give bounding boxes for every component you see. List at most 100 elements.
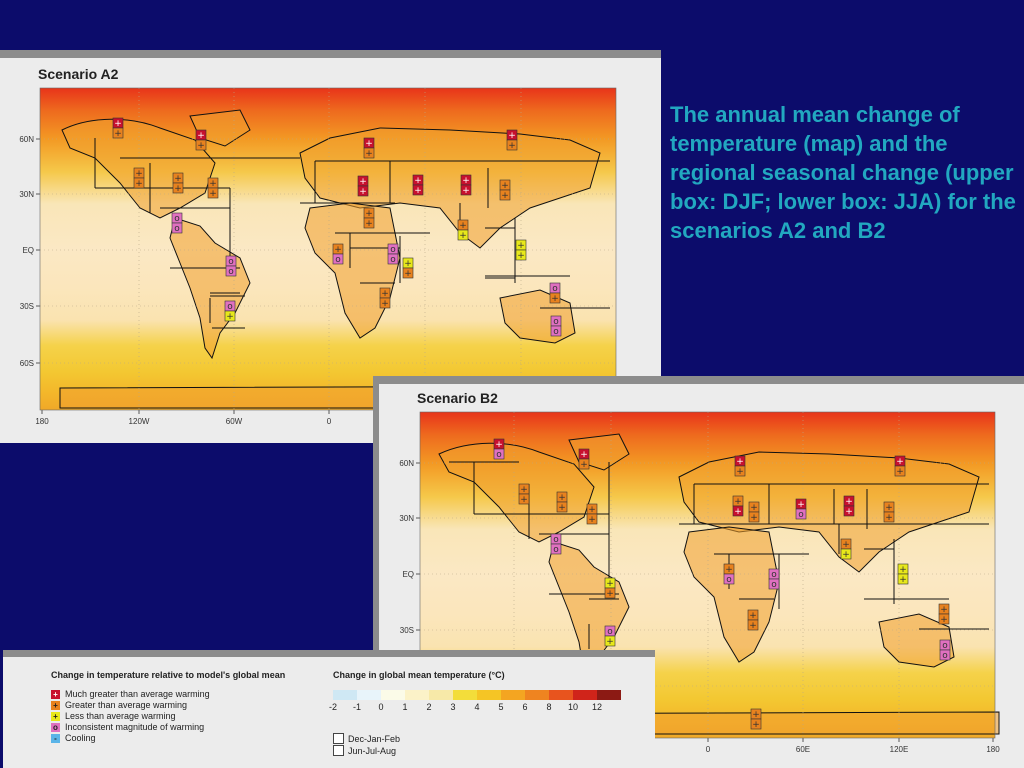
region-box-icon: oo xyxy=(550,315,562,337)
svg-text:+: + xyxy=(459,231,467,241)
colorbar-tick-label: -2 xyxy=(328,702,338,712)
svg-text:+: + xyxy=(114,119,122,129)
svg-text:+: + xyxy=(197,131,205,141)
legend-item-cooling: - Cooling xyxy=(51,733,96,743)
svg-text:o: o xyxy=(496,450,502,460)
svg-text:+: + xyxy=(365,139,373,149)
svg-text:+: + xyxy=(501,181,509,191)
region-box-icon: ++ xyxy=(840,538,852,560)
colorbar-tick-label: 0 xyxy=(378,702,384,712)
season-label: Dec-Jan-Feb xyxy=(348,733,401,744)
svg-text:+: + xyxy=(334,245,342,255)
colorbar-segment xyxy=(333,690,357,700)
colorbar-segment xyxy=(525,690,549,700)
colorbar-segment xyxy=(357,690,381,700)
svg-text:+: + xyxy=(459,221,467,231)
svg-text:o: o xyxy=(942,641,948,651)
region-box-icon: ++ xyxy=(747,609,759,631)
region-box-icon: ++ xyxy=(938,603,950,625)
colorbar-segment xyxy=(573,690,597,700)
latitude-label: 60N xyxy=(19,135,34,144)
svg-text:+: + xyxy=(359,177,367,187)
latitude-label: 30S xyxy=(20,302,34,311)
colorbar-segment xyxy=(477,690,501,700)
temperature-colorbar xyxy=(333,690,621,700)
much-greater-swatch: + xyxy=(51,689,60,699)
colorbar-tick-label: 6 xyxy=(522,702,528,712)
legend-label: Less than average warming xyxy=(65,711,176,721)
svg-text:o: o xyxy=(390,255,396,265)
svg-text:+: + xyxy=(551,294,559,304)
svg-text:+: + xyxy=(940,605,948,615)
legend-item-greater: + Greater than average warming xyxy=(51,700,187,710)
region-box-icon: ++ xyxy=(843,495,855,517)
svg-text:o: o xyxy=(552,284,558,294)
svg-text:+: + xyxy=(462,176,470,186)
svg-text:+: + xyxy=(580,450,588,460)
svg-text:o: o xyxy=(335,255,341,265)
region-box-icon: ++ xyxy=(499,179,511,201)
svg-text:+: + xyxy=(725,565,733,575)
legend-item-much-greater: + Much greater than average warming xyxy=(51,689,210,699)
region-box-icon: ++ xyxy=(460,174,472,196)
svg-text:+: + xyxy=(736,467,744,477)
svg-text:+: + xyxy=(885,513,893,523)
colorbar-segment xyxy=(381,690,405,700)
svg-text:o: o xyxy=(553,327,559,337)
region-box-icon: ++ xyxy=(379,287,391,309)
scenario-a2-title: Scenario A2 xyxy=(38,66,119,82)
svg-text:+: + xyxy=(588,515,596,525)
svg-text:o: o xyxy=(771,580,777,590)
longitude-label: 60W xyxy=(226,417,243,426)
svg-text:+: + xyxy=(501,191,509,201)
longitude-label: 0 xyxy=(706,745,711,754)
svg-text:+: + xyxy=(520,485,528,495)
legend-label: Much greater than average warming xyxy=(65,689,210,699)
jja-box-icon xyxy=(333,745,344,756)
svg-text:+: + xyxy=(750,513,758,523)
longitude-label: 180 xyxy=(35,417,49,426)
latitude-label: EQ xyxy=(22,246,34,255)
svg-text:+: + xyxy=(414,176,422,186)
colorbar-tick-label: 1 xyxy=(402,702,408,712)
latitude-label: 60S xyxy=(20,359,34,368)
svg-text:+: + xyxy=(896,457,904,467)
region-box-icon: ++ xyxy=(518,483,530,505)
regional-legend-title: Change in temperature relative to model'… xyxy=(51,670,286,680)
svg-text:+: + xyxy=(517,241,525,251)
region-box-icon: +o xyxy=(332,243,344,265)
colorbar-tick-label: 3 xyxy=(450,702,456,712)
svg-text:+: + xyxy=(899,565,907,575)
svg-text:+: + xyxy=(365,219,373,229)
svg-text:+: + xyxy=(517,251,525,261)
svg-text:+: + xyxy=(750,503,758,513)
region-box-icon: ++ xyxy=(133,167,145,189)
less-swatch: + xyxy=(51,711,60,721)
colorbar-tick-label: 12 xyxy=(591,702,603,712)
colorbar-segment xyxy=(597,690,621,700)
region-box-icon: oo xyxy=(939,639,951,661)
latitude-label: 30N xyxy=(399,514,414,523)
region-box-icon: ++ xyxy=(515,239,527,261)
svg-text:+: + xyxy=(414,186,422,196)
season-jja: Jun-Jul-Aug xyxy=(333,745,396,756)
svg-text:o: o xyxy=(726,575,732,585)
svg-text:+: + xyxy=(749,621,757,631)
svg-text:+: + xyxy=(226,312,234,322)
svg-text:+: + xyxy=(381,289,389,299)
longitude-label: 180 xyxy=(986,745,1000,754)
svg-text:+: + xyxy=(588,505,596,515)
colorbar-segment xyxy=(405,690,429,700)
svg-text:o: o xyxy=(227,302,233,312)
svg-text:o: o xyxy=(771,570,777,580)
season-djf: Dec-Jan-Feb xyxy=(333,733,400,744)
svg-text:+: + xyxy=(842,550,850,560)
svg-text:+: + xyxy=(940,615,948,625)
region-box-icon: ++ xyxy=(586,503,598,525)
svg-text:+: + xyxy=(558,503,566,513)
colorbar-tick-label: 8 xyxy=(546,702,552,712)
season-label: Jun-Jul-Aug xyxy=(348,745,397,756)
legend-label: Greater than average warming xyxy=(65,700,188,710)
svg-text:+: + xyxy=(606,637,614,647)
latitude-label: 60N xyxy=(399,459,414,468)
